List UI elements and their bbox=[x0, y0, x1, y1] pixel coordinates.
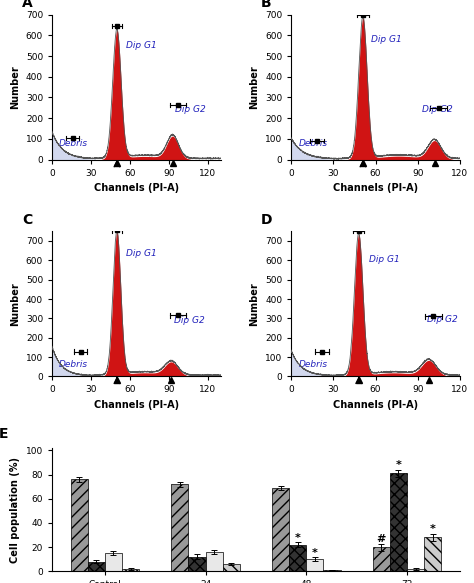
Bar bbox=[407, 569, 424, 571]
Text: *: * bbox=[395, 460, 401, 470]
X-axis label: Channels (PI-A): Channels (PI-A) bbox=[333, 183, 418, 193]
Y-axis label: Number: Number bbox=[10, 65, 20, 109]
Text: Dip G2: Dip G2 bbox=[422, 105, 453, 114]
Y-axis label: Number: Number bbox=[249, 282, 259, 326]
Y-axis label: Cell population (%): Cell population (%) bbox=[10, 456, 20, 563]
Bar bbox=[306, 559, 323, 571]
Bar bbox=[189, 557, 206, 571]
Bar bbox=[172, 484, 189, 571]
Bar bbox=[424, 538, 441, 571]
Bar bbox=[390, 473, 407, 571]
X-axis label: Channels (PI-A): Channels (PI-A) bbox=[333, 400, 418, 410]
Text: Debris: Debris bbox=[59, 360, 88, 369]
Bar bbox=[71, 479, 88, 571]
Bar bbox=[323, 570, 340, 571]
Bar bbox=[373, 547, 390, 571]
Text: Dip G1: Dip G1 bbox=[126, 41, 157, 50]
Text: D: D bbox=[261, 213, 273, 227]
Text: Dip G2: Dip G2 bbox=[428, 315, 458, 324]
Bar bbox=[122, 569, 139, 571]
Text: B: B bbox=[261, 0, 272, 10]
Text: Debris: Debris bbox=[59, 139, 88, 148]
Text: *: * bbox=[312, 547, 318, 557]
Text: E: E bbox=[0, 427, 9, 441]
X-axis label: Channels (PI-A): Channels (PI-A) bbox=[94, 183, 179, 193]
Bar bbox=[88, 561, 105, 571]
X-axis label: Channels (PI-A): Channels (PI-A) bbox=[94, 400, 179, 410]
Text: *: * bbox=[430, 524, 436, 534]
Bar bbox=[289, 545, 306, 571]
Y-axis label: Number: Number bbox=[10, 282, 20, 326]
Y-axis label: Number: Number bbox=[249, 65, 259, 109]
Text: Dip G1: Dip G1 bbox=[371, 34, 402, 44]
Text: Dip G1: Dip G1 bbox=[126, 250, 157, 258]
Text: A: A bbox=[22, 0, 33, 10]
Text: *: * bbox=[295, 532, 301, 543]
Text: Dip G2: Dip G2 bbox=[174, 316, 205, 325]
Text: Dip G2: Dip G2 bbox=[175, 105, 206, 114]
Text: C: C bbox=[22, 213, 32, 227]
Text: #: # bbox=[377, 533, 386, 544]
Text: Debris: Debris bbox=[298, 360, 328, 369]
Bar bbox=[206, 552, 223, 571]
Text: Debris: Debris bbox=[298, 139, 328, 148]
Text: Dip G1: Dip G1 bbox=[369, 255, 399, 264]
Bar bbox=[272, 488, 289, 571]
Bar bbox=[105, 553, 122, 571]
Bar bbox=[223, 564, 240, 571]
